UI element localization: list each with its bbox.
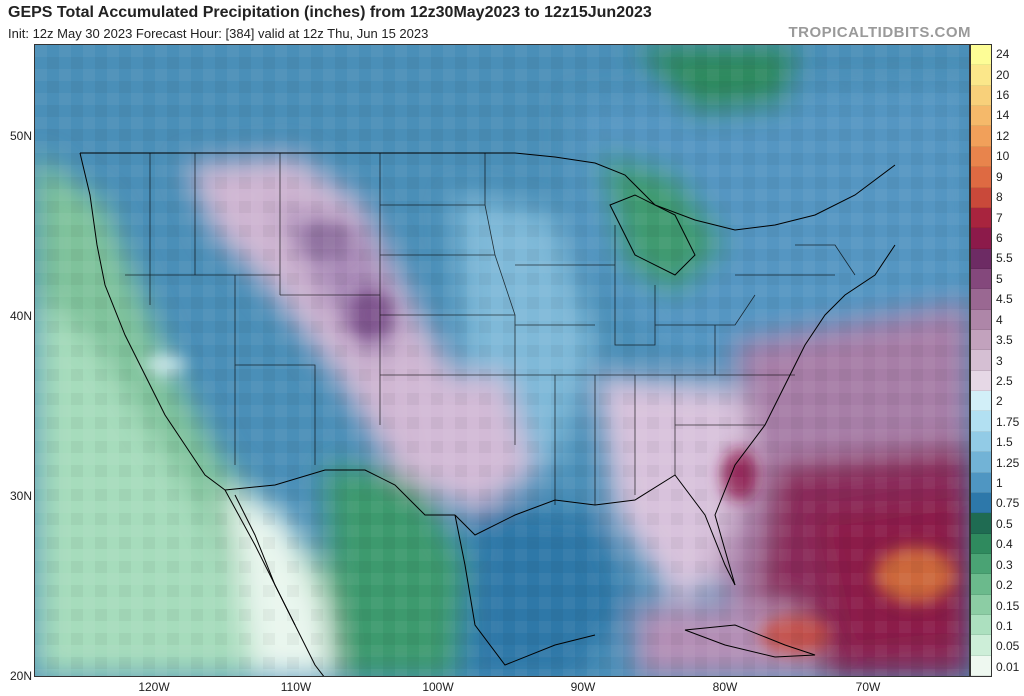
- colorbar-segment: [971, 248, 991, 269]
- east-coastline: [714, 244, 896, 586]
- cuba-outline: [684, 624, 816, 658]
- colorbar-level-label: 0.1: [996, 618, 1013, 633]
- colorbar-level-label: 16: [996, 88, 1010, 103]
- lon-label-120w: 120W: [138, 680, 170, 694]
- great-lakes-outline: [609, 194, 696, 276]
- lon-label-70w: 70W: [855, 680, 881, 694]
- borders-layer: [79, 152, 896, 676]
- colorbar-segment: [971, 85, 991, 107]
- colorbar-segment: [971, 655, 991, 677]
- colorbar-level-label: 0.01: [996, 659, 1020, 674]
- colorbar-level-label: 20: [996, 67, 1010, 82]
- brand-watermark: TROPICALTIDBITS.COM: [788, 24, 971, 41]
- colorbar-segment: [971, 65, 991, 86]
- colorbar-level-label: 1.5: [996, 435, 1013, 450]
- colorbar-segment: [971, 615, 991, 636]
- colorbar-level-label: 0.5: [996, 516, 1013, 531]
- lat-label-50n: 50N: [9, 129, 32, 143]
- colorbar-segment: [971, 594, 991, 616]
- colorbar-segment: [971, 472, 991, 493]
- colorbar-level-label: 4.5: [996, 292, 1013, 307]
- colorbar-level-label: 0.75: [996, 496, 1020, 511]
- colorbar-level-label: 2.5: [996, 373, 1013, 388]
- colorbar-level-label: 3.5: [996, 333, 1013, 348]
- colorbar-level-label: 0.15: [996, 598, 1020, 613]
- us-mexico-border: [224, 469, 455, 516]
- colorbar-segment: [971, 553, 991, 575]
- precipitation-map: [34, 44, 970, 677]
- lon-label-110w: 110W: [280, 680, 312, 694]
- colorbar-level-label: 2: [996, 394, 1003, 409]
- colorbar-level-label: 14: [996, 108, 1010, 123]
- colorbar-level-label: 0.4: [996, 537, 1013, 552]
- map-subtitle: Init: 12z May 30 2023 Forecast Hour: [38…: [8, 26, 429, 41]
- map-title: GEPS Total Accumulated Precipitation (in…: [8, 4, 652, 21]
- colorbar-level-label: 8: [996, 190, 1003, 205]
- colorbar-segment: [971, 106, 991, 127]
- lon-label-90w: 90W: [570, 680, 596, 694]
- gulf-coastline: [454, 474, 736, 586]
- mexico-gulf-coastline: [454, 514, 596, 666]
- colorbar-level-label: 1.25: [996, 455, 1020, 470]
- lon-label-80w: 80W: [712, 680, 738, 694]
- colorbar-level-label: 1.75: [996, 414, 1020, 429]
- colorbar-level-label: 4: [996, 312, 1003, 327]
- colorbar-segment: [971, 391, 991, 412]
- colorbar-level-label: 5: [996, 271, 1003, 286]
- colorbar-segment: [971, 146, 991, 168]
- colorbar-segment: [971, 268, 991, 290]
- lat-label-30n: 30N: [9, 489, 32, 503]
- map-canvas: [35, 45, 969, 676]
- colorbar-segment: [971, 635, 991, 656]
- colorbar-segment: [971, 330, 991, 351]
- colorbar-level-label: 9: [996, 169, 1003, 184]
- colorbar-level-label: 6: [996, 230, 1003, 245]
- colorbar-segment: [971, 289, 991, 310]
- colorbar-level-label: 7: [996, 210, 1003, 225]
- lat-label-40n: 40N: [9, 309, 32, 323]
- colorbar-segment: [971, 207, 991, 229]
- colorbar-segment: [971, 492, 991, 514]
- colorbar-level-label: 5.5: [996, 251, 1013, 266]
- colorbar-segment: [971, 45, 991, 66]
- colorbar-segment: [971, 309, 991, 331]
- colorbar-segment: [971, 228, 991, 249]
- lat-label-20n: 20N: [9, 669, 32, 683]
- us-west-coastline: [79, 152, 226, 491]
- colorbar-segment: [971, 167, 991, 188]
- colorbar-segment: [971, 187, 991, 208]
- colorbar-segment: [971, 431, 991, 453]
- baja-coastline: [234, 494, 296, 626]
- colorbar-level-label: 0.2: [996, 578, 1013, 593]
- colorbar-labels: 24 20 16 14 12 10 9 8 7 6 5.5 5 4.5 4 3.5 3 2.5 2 1.75 1.5 1…: [994, 44, 1024, 677]
- colorbar-segment: [971, 533, 991, 554]
- colorbar-segment: [971, 411, 991, 432]
- colorbar-level-label: 0.05: [996, 639, 1020, 654]
- colorbar-segment: [971, 574, 991, 595]
- colorbar-level-label: 24: [996, 47, 1010, 62]
- colorbar-level-label: 3: [996, 353, 1003, 368]
- colorbar-segment: [971, 370, 991, 392]
- colorbar-level-label: 12: [996, 128, 1010, 143]
- lon-label-100w: 100W: [422, 680, 454, 694]
- colorbar-level-label: 0.3: [996, 557, 1013, 572]
- colorbar-segment: [971, 513, 991, 534]
- state-borders-layer: [125, 153, 856, 505]
- precipitation-colorbar: [970, 44, 992, 677]
- colorbar-segment: [971, 452, 991, 473]
- colorbar-level-label: 10: [996, 149, 1010, 164]
- colorbar-segment: [971, 350, 991, 371]
- us-canada-border: [80, 152, 896, 231]
- colorbar-segment: [971, 126, 991, 147]
- colorbar-level-label: 1: [996, 476, 1003, 491]
